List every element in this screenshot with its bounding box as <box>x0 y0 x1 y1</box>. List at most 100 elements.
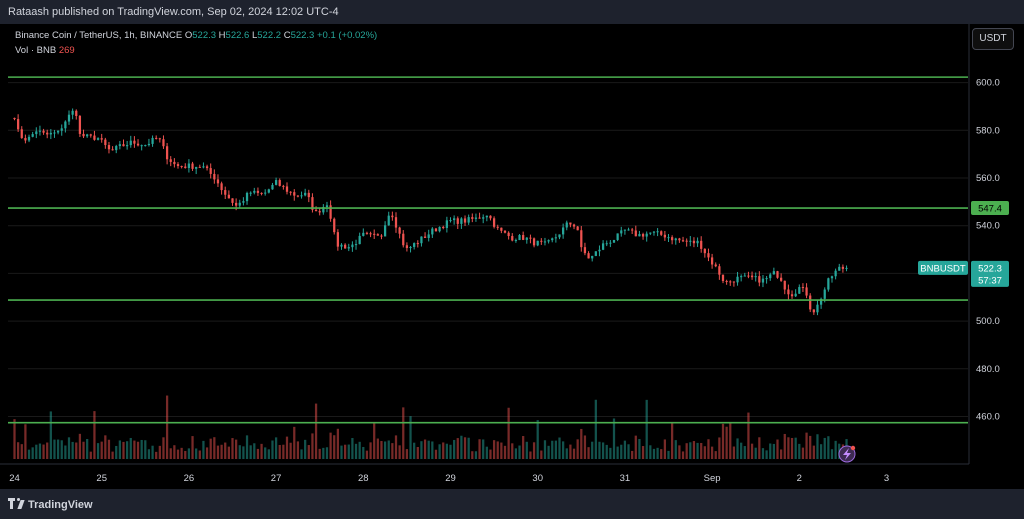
high-value: 522.6 <box>225 30 250 41</box>
candle-body <box>765 278 768 280</box>
candle-body <box>158 138 161 140</box>
candle-body <box>285 186 289 192</box>
volume-bar <box>398 445 401 459</box>
candle-body <box>496 226 499 228</box>
volume-bar <box>264 447 267 459</box>
volume-bar <box>562 441 565 459</box>
volume-bar <box>93 411 96 459</box>
candle-body <box>471 217 474 219</box>
candle-body <box>111 149 114 151</box>
y-tick-label: 480.0 <box>976 364 1000 375</box>
volume-bar <box>685 443 688 459</box>
candle-body <box>649 232 652 234</box>
x-tick-label: 26 <box>184 473 195 484</box>
candle-body <box>333 218 336 233</box>
volume-bar <box>104 435 107 459</box>
candle-body <box>660 231 663 235</box>
volume-bar <box>289 442 292 459</box>
volume-bar <box>274 437 278 459</box>
volume-bar <box>736 438 739 459</box>
candle-body <box>202 166 205 168</box>
candle-body <box>732 281 736 283</box>
volume-bar <box>151 445 154 459</box>
volume-bar <box>427 440 430 459</box>
volume-bar <box>830 449 834 459</box>
volume-bar <box>184 450 187 459</box>
candle-body <box>267 189 270 193</box>
volume-bar <box>300 449 303 459</box>
volume-bar <box>380 441 383 459</box>
candle-body <box>115 146 118 151</box>
volume-bar <box>216 445 220 459</box>
candle-body <box>605 243 608 245</box>
candle-body <box>205 166 209 169</box>
candle-body <box>89 134 92 136</box>
candle-body <box>354 244 358 246</box>
candle-body <box>17 119 20 130</box>
candle-body <box>562 227 565 235</box>
volume-bar <box>158 445 161 459</box>
candle-body <box>685 240 688 242</box>
candle-body <box>714 264 717 267</box>
volume-bar <box>616 446 619 459</box>
candle-body <box>442 226 445 228</box>
candle-body <box>700 240 703 249</box>
candle-body <box>198 166 201 168</box>
candle-body <box>344 244 347 249</box>
candle-body <box>729 281 732 283</box>
candle-body <box>434 228 438 232</box>
volume-bar <box>86 439 89 459</box>
volume-bar <box>511 443 514 459</box>
candle-body <box>260 192 263 194</box>
volume-bar <box>645 399 648 459</box>
level-price-tag-label: 547.4 <box>978 204 1002 215</box>
volume-bar <box>187 448 191 459</box>
candle-body <box>540 240 543 242</box>
price-chart[interactable]: 460.0480.0500.0520.0540.0560.0580.0600.0… <box>0 24 1024 489</box>
volume-bar <box>293 426 296 459</box>
candle-body <box>743 275 746 277</box>
volume-bar <box>638 438 641 459</box>
volume-bar <box>671 422 674 459</box>
candle-body <box>155 137 158 139</box>
volume-bar <box>318 448 321 459</box>
volume-bar <box>798 443 801 459</box>
currency-button[interactable]: USDT <box>972 28 1014 50</box>
volume-bar <box>543 440 547 459</box>
volume-bar <box>17 442 20 459</box>
volume-bar <box>703 446 706 459</box>
candle-body <box>195 166 198 169</box>
candle-body <box>631 229 634 231</box>
candle-body <box>681 240 685 242</box>
candle-body <box>405 245 409 249</box>
volume-bar <box>64 445 67 459</box>
volume-bar <box>609 447 612 459</box>
candle-body <box>147 143 151 146</box>
volume-bar <box>598 441 601 459</box>
volume-bar <box>710 446 714 459</box>
volume-label: Vol · BNB <box>15 45 57 56</box>
volume-bar <box>220 444 223 459</box>
candle-body <box>20 129 23 138</box>
volume-bar <box>198 450 201 459</box>
x-tick-label: 3 <box>884 473 889 484</box>
volume-bar <box>402 407 405 459</box>
volume-bar <box>583 435 587 459</box>
volume-bar <box>111 451 114 459</box>
candle-body <box>416 243 419 245</box>
candle-body <box>467 217 470 223</box>
volume-bar <box>518 445 521 459</box>
volume-bar <box>75 442 78 459</box>
candle-body <box>220 183 223 191</box>
volume-bar <box>649 445 652 459</box>
volume-bar <box>641 446 645 459</box>
volume-bar <box>191 436 194 459</box>
volume-bar <box>20 444 23 459</box>
candle-body <box>536 240 539 246</box>
volume-bar <box>282 444 285 459</box>
chart-area[interactable]: 460.0480.0500.0520.0540.0560.0580.0600.0… <box>0 24 1024 489</box>
volume-bar <box>409 416 412 459</box>
candle-body <box>104 139 107 146</box>
candle-body <box>431 228 434 235</box>
volume-bar <box>558 437 561 459</box>
